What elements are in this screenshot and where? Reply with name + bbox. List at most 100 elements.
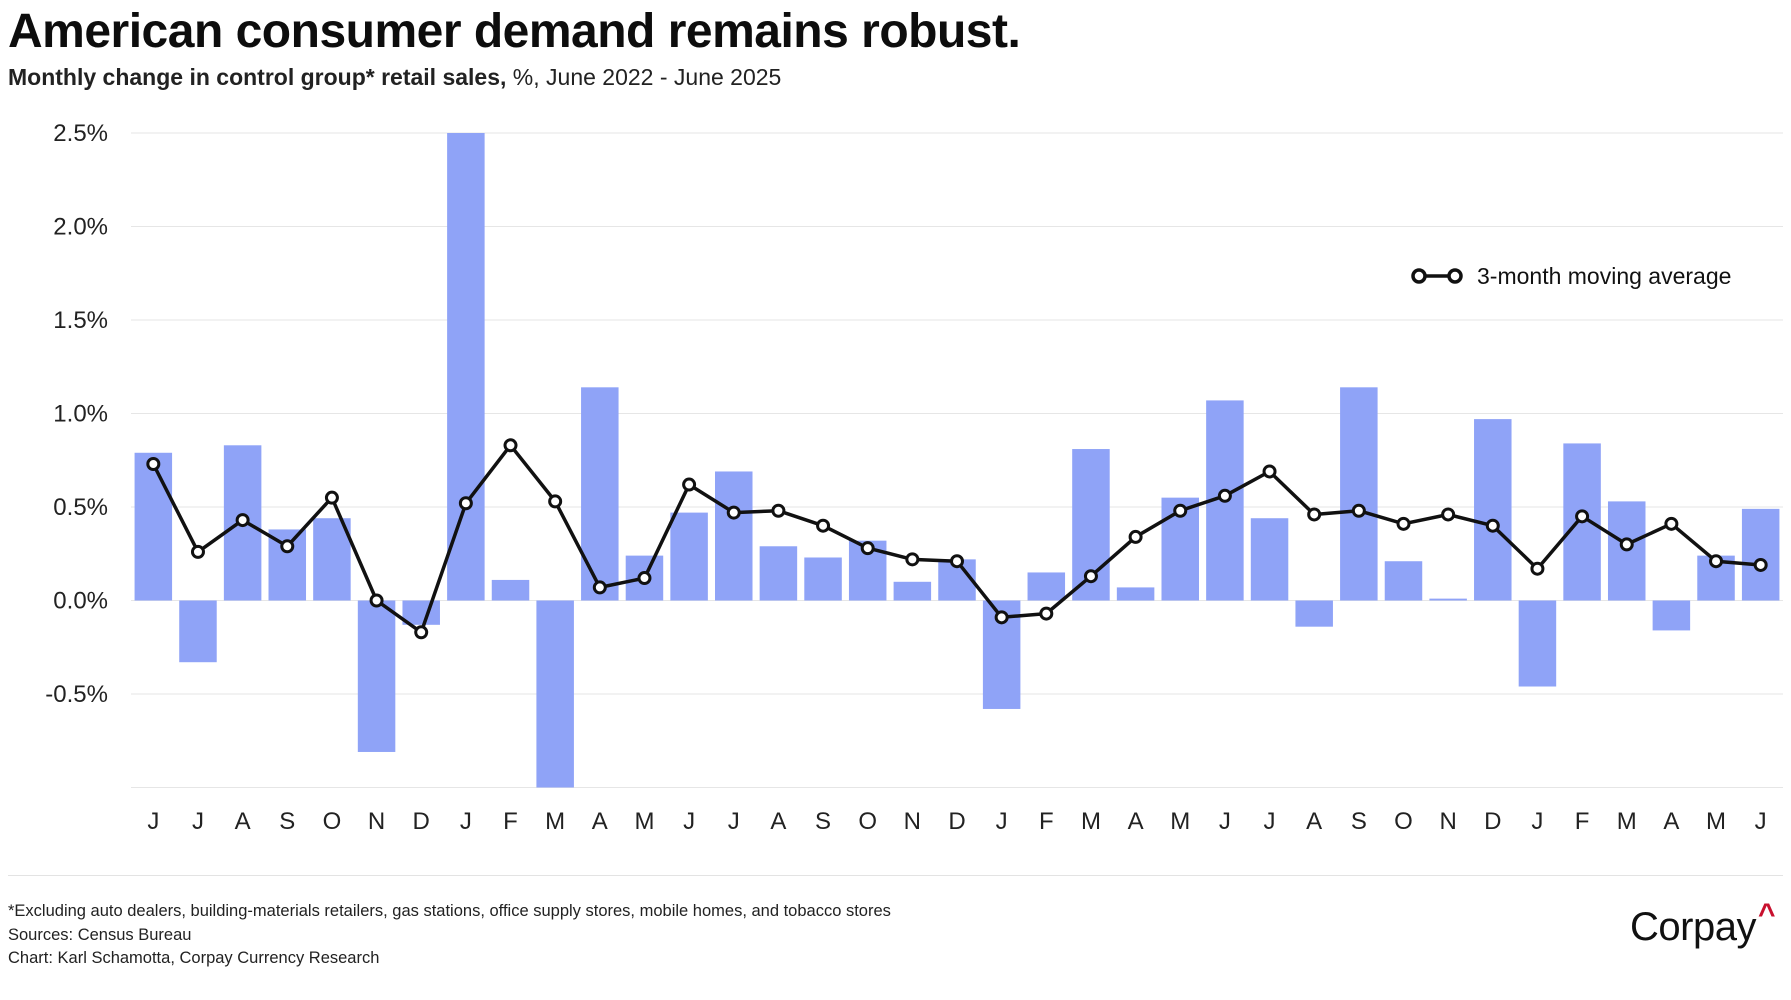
x-tick-label: S — [815, 808, 831, 835]
moving-average-point — [1083, 569, 1098, 584]
bar-monthly-change — [313, 518, 351, 601]
x-tick-label: J — [683, 808, 695, 835]
legend-marker-left — [1411, 268, 1427, 284]
bar-monthly-change — [670, 512, 708, 601]
x-tick-label: J — [192, 808, 204, 835]
x-tick-label: O — [1394, 808, 1413, 835]
moving-average-point — [994, 610, 1009, 625]
x-tick-label: F — [1575, 808, 1590, 835]
moving-average-point — [1396, 516, 1411, 531]
y-tick-label: 1.5% — [53, 307, 108, 334]
x-tick-label: M — [634, 808, 654, 835]
bar-monthly-change — [1295, 600, 1333, 627]
bar-monthly-change — [1384, 561, 1423, 601]
footer-divider — [8, 875, 1783, 876]
moving-average-point — [1217, 488, 1232, 503]
legend-label: 3-month moving average — [1477, 263, 1731, 289]
moving-average-point — [1485, 518, 1500, 533]
x-tick-label: J — [1531, 808, 1543, 835]
y-tick-label: 1.0% — [53, 401, 108, 428]
bar-monthly-change — [1518, 600, 1557, 687]
moving-average-point — [1530, 561, 1545, 576]
bar-monthly-change — [402, 600, 440, 625]
subtitle-rest: %, June 2022 - June 2025 — [506, 64, 782, 90]
moving-average-point — [369, 593, 384, 608]
x-tick-label: A — [770, 808, 786, 835]
bar-monthly-change — [491, 579, 530, 601]
x-tick-label: J — [728, 808, 740, 835]
bar-layer — [134, 133, 1780, 788]
bar-monthly-change — [1250, 518, 1289, 601]
x-tick-label: M — [1081, 808, 1101, 835]
bar-monthly-change — [581, 387, 619, 601]
legend-marker-right — [1447, 268, 1463, 284]
moving-average-point — [235, 513, 250, 528]
x-tick-label: A — [235, 808, 251, 835]
x-tick-label: D — [1484, 808, 1501, 835]
y-tick-label: 2.5% — [53, 120, 108, 147]
x-tick-label: A — [592, 808, 608, 835]
subtitle-bold: Monthly change in control group* retail … — [8, 64, 507, 90]
x-tick-label: S — [1351, 808, 1367, 835]
moving-average-point — [324, 490, 339, 505]
moving-average-point — [1753, 557, 1768, 572]
chart-subtitle: Monthly change in control group* retail … — [8, 64, 781, 91]
bar-monthly-change — [804, 557, 842, 601]
moving-average-point — [950, 554, 964, 569]
x-tick-label: A — [1306, 808, 1322, 835]
x-tick-label: J — [1755, 808, 1767, 835]
x-tick-label: M — [1170, 808, 1190, 835]
moving-average-point — [414, 625, 429, 640]
moving-average-point — [905, 552, 920, 567]
footnotes: *Excluding auto dealers, building-materi… — [8, 900, 891, 971]
x-tick-label: D — [413, 808, 430, 835]
x-tick-label: A — [1663, 808, 1679, 835]
x-tick-label: J — [460, 808, 472, 835]
x-tick-label: S — [279, 808, 295, 835]
moving-average-point — [1441, 507, 1456, 522]
moving-average-point — [1039, 606, 1054, 621]
moving-average-point — [682, 477, 697, 492]
bar-monthly-change — [536, 600, 574, 788]
bar-monthly-change — [179, 600, 217, 663]
x-tick-label: J — [147, 808, 159, 835]
moving-average-point — [146, 456, 161, 471]
moving-average-point — [503, 438, 518, 453]
footnote-sources: Sources: Census Bureau — [8, 925, 192, 944]
retail-sales-chart: 2.5%2.0%1.5%1.0%0.5%0.0%-0.5%J J A S O N D J F M A… — [45, 120, 1783, 835]
footnote-credit: Chart: Karl Schamotta, Corpay Currency R… — [8, 949, 380, 967]
corpay-logo: Corpay^ — [1630, 898, 1775, 950]
y-tick-label: -0.5% — [45, 681, 108, 708]
moving-average-point — [1128, 529, 1143, 544]
bar-monthly-change — [715, 471, 753, 601]
bar-monthly-change — [357, 600, 396, 752]
bar-monthly-change — [759, 546, 798, 601]
moving-average-point — [548, 494, 563, 509]
logo-wordmark: Corpay — [1630, 905, 1756, 949]
moving-average-point — [1307, 507, 1322, 522]
bar-monthly-change — [1429, 598, 1467, 601]
moving-average-point — [637, 571, 652, 586]
moving-average-point — [1709, 554, 1724, 569]
legend: 3-month moving average — [1411, 263, 1731, 289]
x-tick-label: F — [503, 808, 518, 835]
moving-average-point — [726, 505, 741, 520]
moving-average-layer — [146, 438, 1768, 640]
bar-monthly-change — [1474, 419, 1512, 601]
moving-average-point — [860, 541, 875, 556]
chart-title: American consumer demand remains robust. — [8, 5, 1021, 58]
bar-monthly-change — [1652, 600, 1691, 631]
moving-average-point — [1619, 537, 1634, 552]
y-tick-label: 2.0% — [53, 214, 108, 241]
x-tick-label: N — [368, 808, 385, 835]
bar-monthly-change — [447, 133, 485, 601]
moving-average-point — [592, 580, 607, 595]
y-tick-label: 0.5% — [53, 494, 108, 521]
bar-monthly-change — [1741, 508, 1780, 601]
x-tick-label: J — [1219, 808, 1231, 835]
x-tick-label: D — [948, 808, 965, 835]
x-tick-label: F — [1039, 808, 1054, 835]
x-tick-label: M — [1617, 808, 1637, 835]
logo-caret-mark: ^ — [1757, 898, 1776, 931]
bar-monthly-change — [893, 581, 932, 601]
